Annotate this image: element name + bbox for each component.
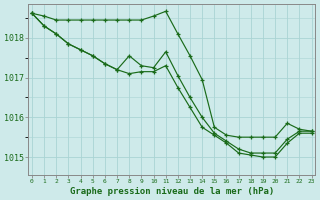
X-axis label: Graphe pression niveau de la mer (hPa): Graphe pression niveau de la mer (hPa) bbox=[70, 187, 274, 196]
